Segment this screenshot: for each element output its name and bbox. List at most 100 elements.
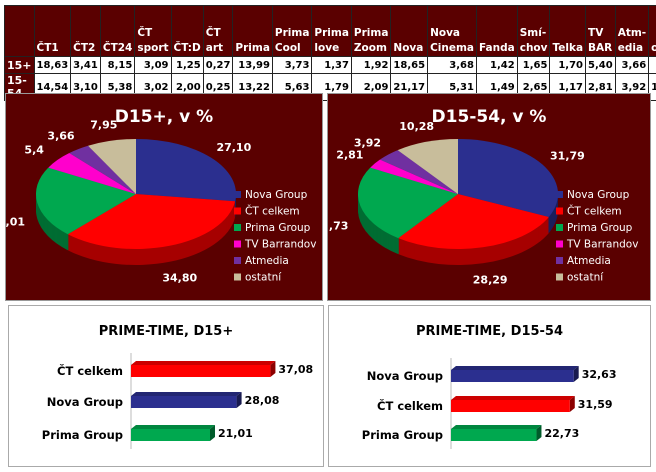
pie-slice <box>69 145 136 194</box>
legend-entry: Atmedia <box>245 255 289 267</box>
table-cell: 7,95 <box>648 56 656 74</box>
column-header: ČT24 <box>99 5 136 57</box>
table-cell: 5,40 <box>585 56 616 74</box>
data-label: 5,4 <box>24 144 44 157</box>
column-header: ČT1 <box>33 5 72 57</box>
column-header: Nova <box>390 5 429 57</box>
category-label: Nova Group <box>47 395 123 409</box>
bar-side <box>270 361 276 377</box>
legend-swatch <box>556 191 563 198</box>
data-label: 32,63 <box>582 368 617 381</box>
table-cell: 1,70 <box>549 56 587 74</box>
column-header: ČT art <box>202 5 234 57</box>
legend-swatch <box>234 224 241 231</box>
category-label: Prima Group <box>42 428 123 442</box>
column-header: TV BAR <box>585 5 616 57</box>
bar-top <box>131 361 276 365</box>
legend-entry: TV Barrandov <box>566 239 638 251</box>
pie-slice <box>458 139 558 217</box>
table-cell: 3,09 <box>134 56 172 74</box>
bar-side <box>569 396 575 412</box>
legend-swatch <box>556 240 563 248</box>
legend-swatch <box>556 207 563 215</box>
data-label: 28,08 <box>245 394 280 407</box>
bar-top <box>451 396 575 400</box>
column-header: ČT2 <box>70 5 101 57</box>
category-label: ČT celkem <box>57 363 123 378</box>
column-header: Prima Zoom <box>350 5 392 57</box>
column-header: Telka <box>549 5 587 57</box>
table-cell: 3,41 <box>70 56 101 74</box>
row-header: 15+ <box>4 56 35 74</box>
column-header: Prima love <box>311 5 352 57</box>
legend-entry: TV Barrandov <box>244 239 316 251</box>
data-label: 21,01 <box>6 215 25 228</box>
pie-slice <box>48 153 136 194</box>
pie-slice <box>398 194 549 249</box>
column-header: ČT sport <box>134 5 172 57</box>
legend-swatch <box>556 257 563 264</box>
legend-swatch <box>234 191 241 198</box>
bar-top <box>131 392 242 396</box>
data-label: 10,28 <box>399 120 434 133</box>
data-label: 37,08 <box>278 363 313 376</box>
legend-swatch <box>234 257 241 264</box>
legend-entry: Prima Group <box>567 222 633 234</box>
bar-panel-d15plus: PRIME-TIME, D15+ ČT celkem 37,08 Nova Group… <box>8 305 324 467</box>
data-label: 34,80 <box>162 271 197 284</box>
bar-panel-d15-54: PRIME-TIME, D15-54 Nova Group 32,63 ČT celk… <box>328 305 651 467</box>
legend-swatch <box>556 273 563 281</box>
data-label: 31,59 <box>578 398 613 411</box>
bar <box>451 400 570 412</box>
data-label: 31,79 <box>550 149 585 162</box>
pie-slice <box>136 139 236 202</box>
table-cell: 3,73 <box>271 56 313 74</box>
column-header <box>4 5 35 57</box>
column-header: Prima <box>232 5 273 57</box>
legend-swatch <box>556 224 563 231</box>
column-header: Prima Cool <box>271 5 313 57</box>
chart-title: PRIME-TIME, D15+ <box>99 324 233 339</box>
pie-slice <box>36 167 136 235</box>
pie-slice <box>358 167 458 239</box>
ratings-table: ČT1 ČT2 ČT24 ČT sport ČT:D ČT art Prima Prima C… <box>4 5 656 101</box>
chart-title: PRIME-TIME, D15-54 <box>416 324 563 339</box>
table-cell: 18,65 <box>390 56 429 74</box>
legend-entry: Atmedia <box>567 255 611 267</box>
category-label: ČT celkem <box>377 398 443 413</box>
table-cell: 10,28 <box>648 73 656 101</box>
table-cell: 3,68 <box>427 56 477 74</box>
table-cell: 3,66 <box>614 56 650 74</box>
pie-slice <box>370 159 458 194</box>
table-cell: 0,27 <box>202 56 234 74</box>
category-label: Prima Group <box>362 428 443 442</box>
table-cell: 1,37 <box>311 56 352 74</box>
chart-title: D15+, v % <box>115 107 213 127</box>
bar <box>131 429 210 441</box>
data-label: 28,29 <box>473 273 508 286</box>
category-label: Nova Group <box>367 369 443 383</box>
data-label: 7,95 <box>90 119 117 132</box>
pie-slice <box>67 194 236 249</box>
table-cell: 1,25 <box>170 56 204 74</box>
bar-side <box>536 425 542 441</box>
bar <box>131 396 237 408</box>
pie-slice <box>88 139 136 194</box>
data-label: 22,73 <box>328 219 348 232</box>
legend-swatch <box>234 207 241 215</box>
bar <box>451 370 574 382</box>
legend-entry: ČT celkem <box>245 205 300 218</box>
pie-panel-d15plus: D15+, v % 27,10 34,80 21,01 5,43,66 7,95 Nova … <box>5 93 323 301</box>
pie-panel-d15-54: D15-54, v % 31,79 28,29 22,73 2,813,92 10,28 N… <box>327 93 651 301</box>
legend-entry: ostatní <box>245 272 282 284</box>
data-label: 3,92 <box>354 137 381 150</box>
bar-top <box>131 425 215 429</box>
pie-slice <box>397 139 458 194</box>
column-header: Fanda <box>475 5 518 57</box>
legend-entry: Nova Group <box>245 189 308 201</box>
data-label: 2,81 <box>336 148 363 161</box>
chart-title: D15-54, v % <box>432 107 547 127</box>
table-cell: 8,15 <box>99 56 136 74</box>
data-label: 21,01 <box>218 427 253 440</box>
legend-entry: Nova Group <box>567 189 630 201</box>
